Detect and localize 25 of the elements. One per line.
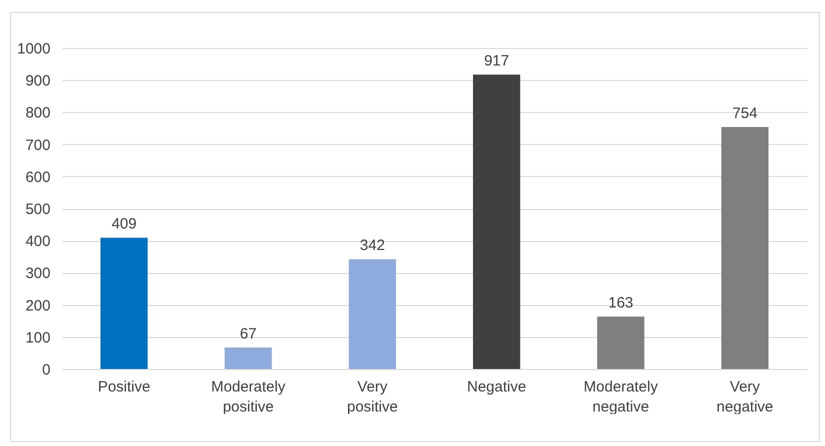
y-tick-label: 0: [42, 362, 50, 378]
y-tick-label: 400: [25, 233, 50, 250]
bar: [472, 74, 520, 369]
data-label: 917: [484, 52, 510, 70]
bar: [224, 347, 272, 369]
y-tick-label: 600: [25, 168, 50, 186]
y-tick-label: 300: [25, 265, 50, 282]
data-label: 409: [112, 216, 137, 233]
y-tick-label: 900: [25, 72, 50, 90]
x-tick-label: Positive: [98, 378, 150, 396]
data-label: 754: [732, 104, 758, 122]
bar: [597, 316, 644, 369]
data-label: 163: [608, 294, 634, 312]
bar: [721, 126, 769, 369]
y-tick-label: 500: [25, 201, 50, 218]
y-tick-label: 1000: [17, 40, 50, 58]
bar: [100, 238, 148, 369]
y-tick-label: 100: [25, 329, 50, 346]
bar: [348, 259, 396, 369]
data-label: 67: [240, 325, 257, 342]
x-tick-label: Negative: [466, 378, 526, 396]
y-tick-label: 700: [25, 136, 50, 154]
y-tick-label: 800: [25, 104, 50, 122]
y-tick-label: 200: [25, 297, 50, 314]
data-label: 342: [360, 237, 385, 254]
